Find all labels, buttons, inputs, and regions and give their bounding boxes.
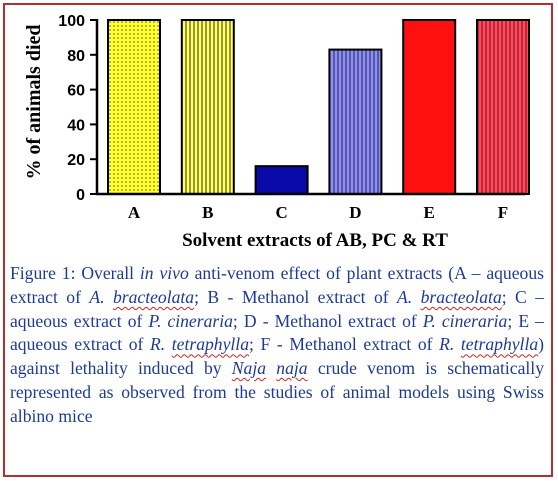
y-tick-label: 40 bbox=[67, 117, 85, 134]
bar-b bbox=[180, 19, 235, 195]
y-tick-label: 60 bbox=[67, 83, 85, 100]
x-tick-label: F bbox=[498, 203, 508, 222]
figure-caption: Figure 1: Overall in vivo anti-venom eff… bbox=[10, 263, 545, 426]
x-tick-label: E bbox=[424, 203, 435, 222]
x-axis-label: Solvent extracts of AB, PC & RT bbox=[182, 230, 448, 251]
y-tick-label: 80 bbox=[67, 48, 85, 65]
y-tick-label: 0 bbox=[76, 187, 85, 204]
y-tick-label: 20 bbox=[67, 152, 85, 169]
x-tick-label: B bbox=[202, 203, 213, 222]
x-axis-ticks: A B C D E F bbox=[128, 203, 508, 222]
x-tick-label: A bbox=[128, 203, 141, 222]
bar-d bbox=[328, 48, 383, 195]
bar-a bbox=[107, 19, 161, 195]
figure-frame bbox=[3, 3, 553, 477]
y-axis-ticks: 0 20 40 60 80 100 bbox=[58, 13, 97, 204]
bar-chart: % of animals died 0 20 40 60 80 100 A B C D E F So… bbox=[23, 13, 530, 251]
y-axis-label: % of animals died bbox=[23, 24, 45, 179]
y-tick-label: 100 bbox=[58, 13, 85, 30]
bar-c bbox=[254, 165, 309, 196]
x-tick-label: D bbox=[349, 203, 361, 222]
bar-f bbox=[476, 19, 530, 195]
x-tick-label: C bbox=[275, 203, 287, 222]
bar-e bbox=[402, 19, 457, 195]
bars bbox=[107, 19, 530, 196]
